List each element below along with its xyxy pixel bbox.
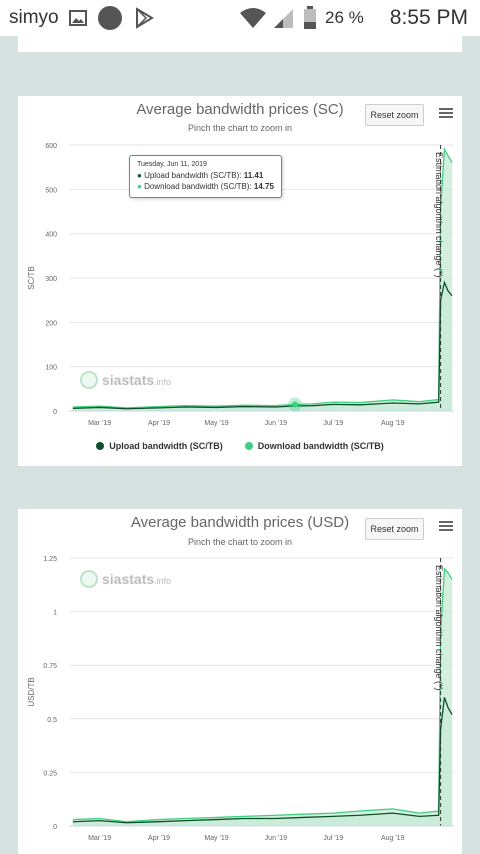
clock-time: 8:55 PM: [389, 6, 468, 29]
legend-upload-label: Upload bandwidth (SC/TB): [109, 441, 223, 451]
x-tick-label: Apr '19: [148, 835, 170, 842]
reset-zoom-button[interactable]: Reset zoom: [365, 104, 424, 126]
y-tick-label: 0.75: [43, 663, 57, 670]
tooltip-download-row: ● Download bandwidth (SC/TB): 14.75: [137, 182, 274, 191]
legend-download-label: Download bandwidth (SC/TB): [257, 441, 384, 451]
plot-line-label: Estimation algorithm change (*): [434, 565, 444, 691]
chart-menu-icon[interactable]: [438, 519, 454, 533]
siastats-watermark: siastats.info: [80, 371, 171, 389]
series-area: [72, 282, 453, 411]
series-line: [72, 697, 453, 824]
tooltip-upload-label: Upload bandwidth (SC/TB):: [144, 171, 244, 180]
usd-chart-plot[interactable]: 0 0.25 0.5 0.75 1 1.25 USD/TB Mar '19 Apr '19 May…: [18, 549, 462, 854]
watermark-brand: siastats: [102, 372, 155, 388]
x-tick-label: Aug '19: [381, 835, 405, 842]
tooltip-download-label: Download bandwidth (SC/TB):: [144, 182, 254, 191]
notification-dot-icon: [97, 6, 122, 30]
legend-item-download[interactable]: Download bandwidth (SC/TB): [244, 441, 384, 451]
y-tick-label: 400: [45, 232, 57, 239]
series-line: [72, 147, 453, 409]
usd-price-chart-card[interactable]: Average bandwidth prices (USD) Pinch the…: [18, 509, 462, 854]
tooltip-download-value: 14.75: [253, 182, 274, 191]
chart-title: Average bandwidth prices (SC): [136, 101, 344, 118]
y-axis-label: SC/TB: [27, 266, 36, 290]
x-tick-label: Mar '19: [88, 835, 111, 842]
plot-line-label: Estimation algorithm change (*): [434, 152, 444, 278]
signal-icon: [274, 9, 294, 28]
y-tick-label: 0.25: [43, 770, 57, 777]
legend-download-marker: [244, 442, 253, 450]
y-tick-label: 300: [45, 276, 57, 283]
chart-title: Average bandwidth prices (USD): [130, 514, 350, 531]
chart-subtitle: Pinch the chart to zoom in: [187, 537, 293, 547]
wifi-icon: [240, 8, 267, 28]
battery-percent: 26 %: [325, 8, 364, 27]
series-area: [72, 568, 453, 826]
chart-tooltip: Tuesday, Jun 11, 2019 ● Upload bandwidth…: [129, 155, 282, 198]
sc-price-chart-card[interactable]: Average bandwidth prices (SC) Pinch the …: [18, 96, 462, 466]
tooltip-upload-row: ● Upload bandwidth (SC/TB): 11.41: [137, 171, 264, 180]
siastats-logo-icon: [80, 371, 98, 389]
legend-upload-marker: [96, 442, 105, 450]
x-tick-label: May '19: [204, 420, 228, 427]
x-tick-label: Aug '19: [381, 420, 405, 427]
y-tick-label: 1.25: [43, 556, 57, 563]
y-axis-label: USD/TB: [27, 677, 36, 706]
x-tick-label: Jun '19: [265, 420, 287, 427]
chart-subtitle: Pinch the chart to zoom in: [187, 123, 293, 133]
chart-legend: Upload bandwidth (SC/TB) Download bandwi…: [18, 441, 462, 451]
series-area: [72, 697, 453, 826]
watermark-suffix: .info: [154, 576, 172, 586]
play-store-icon: [135, 7, 154, 29]
carrier-name: simyo: [9, 7, 59, 28]
watermark-brand: siastats: [102, 571, 155, 587]
x-tick-label: Jun '19: [265, 835, 287, 842]
y-tick-label: 600: [45, 143, 57, 150]
x-tick-label: Jul '19: [323, 835, 343, 842]
y-tick-label: 200: [45, 320, 57, 327]
chart-menu-icon[interactable]: [438, 106, 454, 120]
x-tick-label: Mar '19: [88, 420, 111, 427]
tooltip-date: Tuesday, Jun 11, 2019: [137, 161, 207, 168]
tooltip-upload-value: 11.41: [243, 171, 264, 180]
series-line: [72, 280, 453, 410]
y-tick-label: 0: [53, 824, 57, 831]
siastats-logo-icon: [80, 570, 98, 588]
y-tick-label: 0.5: [47, 717, 57, 724]
image-icon: [68, 10, 87, 26]
status-bar: simyo 26 % 8:55 PM: [0, 0, 480, 36]
y-tick-label: 100: [45, 365, 57, 372]
sc-chart-plot[interactable]: 0 100 200 300 400 500 600 SC/TB Mar '19 Apr '19 Ma…: [18, 136, 462, 466]
previous-chart-card: [18, 36, 462, 52]
y-tick-label: 0: [53, 409, 57, 416]
series-line: [72, 567, 453, 823]
x-tick-label: Apr '19: [148, 420, 170, 427]
watermark-suffix: .info: [154, 377, 172, 387]
siastats-watermark: siastats.info: [80, 570, 171, 588]
hover-point: [292, 401, 299, 408]
x-tick-label: May '19: [204, 835, 228, 842]
x-tick-label: Jul '19: [323, 420, 343, 427]
y-tick-label: 500: [45, 187, 57, 194]
y-tick-label: 1: [53, 610, 57, 617]
legend-item-upload[interactable]: Upload bandwidth (SC/TB): [96, 441, 223, 451]
battery-icon: [304, 6, 317, 29]
reset-zoom-button[interactable]: Reset zoom: [365, 518, 424, 540]
